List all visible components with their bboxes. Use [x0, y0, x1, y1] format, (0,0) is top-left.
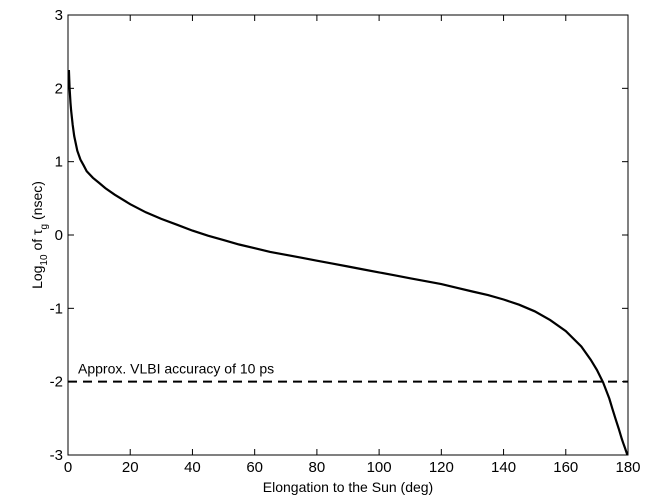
y-tick-label: -2 — [50, 374, 63, 391]
plot-frame — [67, 14, 629, 456]
x-tick-label: 60 — [246, 459, 263, 476]
tick-labels-group: 0 20 40 60 80 100 120 140 160 180 -3 -2 -1 0 1 2 3 — [50, 7, 641, 476]
x-tick-label: 120 — [429, 459, 454, 476]
x-tick-label: 0 — [64, 459, 72, 476]
y-tick-label: -3 — [50, 447, 63, 464]
x-axis-label: Elongation to the Sun (deg) — [263, 479, 433, 495]
reference-line-label: Approx. VLBI accuracy of 10 ps — [78, 361, 274, 377]
x-tick-label: 80 — [309, 459, 326, 476]
y-label-sym: τ — [29, 229, 45, 235]
x-tick-label: 180 — [615, 459, 640, 476]
y-label-base: Log — [29, 266, 45, 289]
y-label-sub: 10 — [39, 254, 50, 266]
plot-area — [68, 15, 628, 455]
x-tick-label: 40 — [184, 459, 201, 476]
y-tick-label: 2 — [55, 80, 63, 97]
x-tick-label: 160 — [553, 459, 578, 476]
y-label-sym-sub: g — [39, 224, 50, 230]
y-tick-label: 0 — [55, 227, 63, 244]
x-tick-label: 20 — [122, 459, 139, 476]
y-axis-label: Log10 of τg (nsec) — [29, 181, 50, 289]
y-label-unit: (nsec) — [29, 181, 45, 224]
y-tick-label: -1 — [50, 300, 63, 317]
y-label-mid: of — [29, 235, 45, 254]
y-tick-label: 1 — [55, 154, 63, 171]
x-tick-label: 100 — [367, 459, 392, 476]
series-line — [67, 69, 629, 456]
x-tick-label: 140 — [491, 459, 516, 476]
y-tick-label: 3 — [55, 7, 63, 24]
